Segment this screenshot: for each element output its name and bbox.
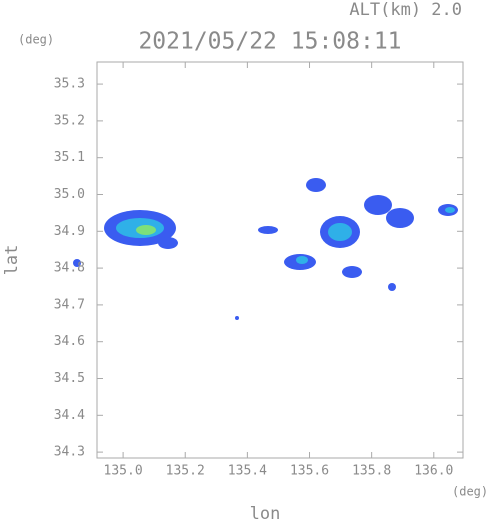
x-tick-label: 136.0 [414,464,453,479]
y-tick-label: 35.2 [54,113,85,128]
y-tick-label: 34.8 [54,261,85,276]
y-tick-label: 34.7 [54,297,85,312]
x-tick-label: 135.0 [104,464,143,479]
x-tick-label: 135.4 [228,464,267,479]
radar-echoes [73,178,458,320]
x-axis-label: lon [250,504,281,521]
altitude-label: ALT(km) 2.0 [349,0,462,20]
y-tick-label: 35.3 [54,77,85,92]
y-tick-label: 34.6 [54,334,85,349]
plot-frame [96,61,464,459]
y-tick-label: 34.9 [54,224,85,239]
x-tick-label: 135.6 [290,464,329,479]
y-unit: (deg) [18,33,54,47]
x-tick-label: 135.8 [352,464,391,479]
y-tick-label: 34.5 [54,371,85,386]
y-tick-label: 35.1 [54,150,85,165]
x-tick-label: 135.2 [166,464,205,479]
y-tick-label: 34.4 [54,408,85,423]
y-axis-label: lat [2,245,22,276]
y-tick-label: 34.3 [54,445,85,460]
chart-title: 2021/05/22 15:08:11 [138,29,401,55]
y-tick-label: 35.0 [54,187,85,202]
x-unit: (deg) [452,485,488,499]
